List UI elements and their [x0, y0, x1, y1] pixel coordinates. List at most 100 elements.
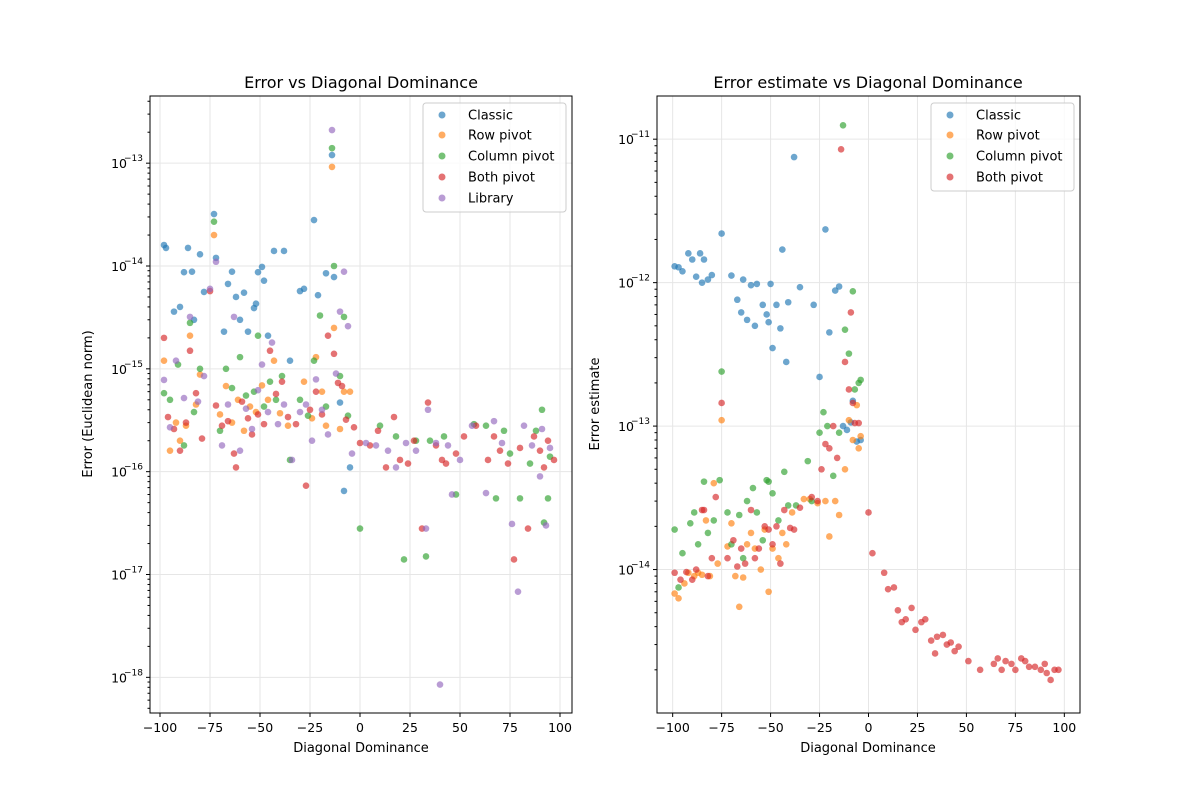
data-point-both-pivot: [272, 390, 280, 398]
data-point-classic: [346, 464, 354, 471]
data-point-library: [268, 339, 276, 346]
data-point-both-pivot: [998, 666, 1005, 674]
data-point-classic: [162, 244, 170, 252]
data-point-both-pivot: [822, 440, 829, 448]
data-point-classic: [810, 301, 817, 309]
left-chart-title: Error vs Diagonal Dominance: [244, 73, 478, 92]
data-point-classic: [763, 311, 770, 318]
data-point-both-pivot: [921, 615, 929, 623]
left-x-tick-label: −25: [297, 720, 323, 735]
data-point-both-pivot: [260, 420, 268, 428]
data-point-row-pivot: [222, 382, 230, 390]
data-point-both-pivot: [284, 413, 292, 421]
data-point-both-pivot: [880, 569, 888, 577]
right-x-tick-label: −75: [708, 720, 734, 735]
left-legend-entry-column-pivot: Column pivot: [438, 150, 555, 165]
data-point-row-pivot: [336, 425, 344, 433]
data-point-row-pivot: [800, 495, 808, 503]
data-point-classic: [769, 344, 776, 352]
data-point-column-pivot: [675, 584, 682, 591]
data-point-column-pivot: [686, 520, 694, 527]
data-point-library: [444, 442, 452, 449]
data-point-both-pivot: [192, 389, 200, 397]
data-point-classic: [188, 268, 196, 276]
data-point-column-pivot: [532, 427, 540, 435]
data-point-column-pivot: [180, 442, 188, 449]
data-point-column-pivot: [340, 313, 348, 321]
data-point-both-pivot: [1041, 660, 1049, 668]
data-point-both-pivot: [724, 554, 731, 562]
data-point-classic: [751, 322, 759, 330]
data-point-library: [372, 442, 380, 449]
data-point-both-pivot: [356, 439, 364, 447]
right-x-tick-label: −25: [806, 720, 832, 735]
data-point-classic: [200, 288, 208, 296]
data-point-library: [520, 422, 528, 429]
data-point-both-pivot: [182, 419, 190, 426]
data-point-classic: [220, 328, 228, 335]
data-point-library: [236, 447, 244, 454]
data-point-library: [160, 376, 168, 384]
data-point-classic: [258, 263, 266, 271]
data-point-row-pivot: [172, 419, 180, 426]
data-point-row-pivot: [176, 437, 184, 445]
data-point-both-pivot: [704, 572, 712, 580]
data-point-classic: [759, 301, 767, 309]
data-point-row-pivot: [318, 388, 326, 395]
left-y-tick-exponent: −14: [124, 257, 143, 267]
data-point-both-pivot: [224, 417, 232, 425]
data-point-row-pivot: [835, 511, 843, 519]
right-chart-legend: Classic Row pivot Column pivot Both pivo…: [930, 102, 1075, 192]
data-point-both-pivot: [837, 146, 845, 153]
data-point-classic: [843, 426, 851, 434]
data-point-both-pivot: [773, 523, 780, 530]
data-point-library: [542, 522, 550, 529]
data-point-both-pivot: [733, 563, 741, 570]
data-point-column-pivot: [780, 468, 788, 476]
data-point-both-pivot: [747, 506, 755, 514]
data-point-library: [514, 588, 522, 596]
left-legend-label-classic: Classic: [468, 109, 513, 124]
data-point-classic: [835, 283, 843, 290]
data-point-classic: [328, 151, 336, 159]
data-point-classic: [728, 272, 735, 279]
right-chart-panel: −100 −75 −50 −25 0 25 50 75 100 10−1410−1310−121…: [588, 73, 1081, 756]
data-point-row-pivot: [330, 324, 338, 332]
data-point-classic: [747, 281, 755, 289]
data-point-both-pivot: [306, 406, 314, 414]
data-point-library: [318, 406, 326, 414]
data-point-column-pivot: [700, 478, 708, 485]
data-point-both-pivot: [238, 398, 246, 405]
data-point-column-pivot: [743, 497, 751, 505]
data-point-both-pivot: [160, 334, 168, 342]
data-point-both-pivot: [330, 350, 338, 358]
data-point-row-pivot: [735, 603, 743, 611]
left-series-row-pivot: [160, 163, 354, 454]
data-point-classic: [260, 277, 268, 284]
data-point-both-pivot: [382, 464, 390, 471]
data-point-column-pivot: [330, 262, 338, 270]
data-point-both-pivot: [550, 456, 558, 464]
data-point-classic: [236, 316, 244, 324]
left-legend-marker-classic: [438, 111, 446, 119]
data-point-column-pivot: [739, 554, 747, 562]
data-point-row-pivot: [276, 409, 284, 417]
data-point-column-pivot: [328, 144, 336, 152]
data-point-classic: [700, 256, 708, 263]
right-legend-marker-column-pivot: [946, 152, 954, 160]
data-point-both-pivot: [814, 497, 821, 505]
data-point-library: [432, 439, 440, 447]
data-point-both-pivot: [683, 568, 690, 576]
data-point-row-pivot: [698, 571, 706, 579]
data-point-row-pivot: [822, 497, 829, 505]
data-point-both-pivot: [292, 420, 300, 428]
data-point-column-pivot: [160, 389, 168, 397]
left-legend-entry-row-pivot: Row pivot: [438, 129, 532, 144]
data-point-column-pivot: [816, 429, 823, 436]
data-point-both-pivot: [692, 566, 700, 573]
data-point-library: [302, 401, 310, 408]
data-point-both-pivot: [955, 643, 962, 650]
data-point-both-pivot: [396, 456, 404, 464]
data-point-both-pivot: [484, 456, 492, 464]
